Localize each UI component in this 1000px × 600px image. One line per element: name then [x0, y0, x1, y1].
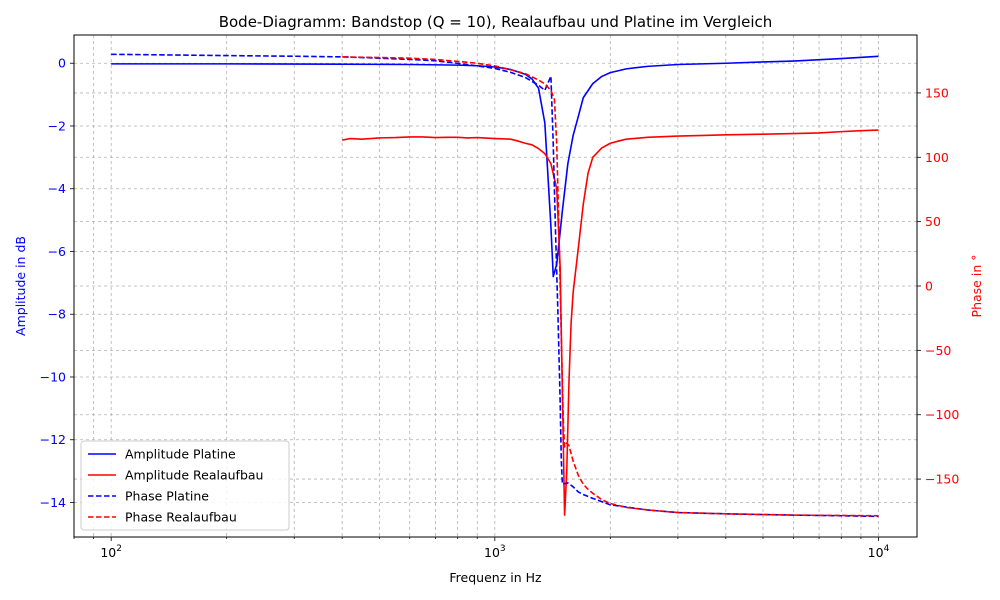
y-axis-left-label: Amplitude in dB [13, 236, 28, 336]
legend-box [80, 440, 290, 531]
x-tick-label: 103 [484, 544, 506, 560]
series-line-phase-platine [111, 53, 879, 518]
x-axis-label: Frequenz in Hz [449, 570, 542, 585]
y-left-tick-label: −14 [40, 495, 66, 510]
y-right-tick-label: 100 [925, 150, 949, 165]
series-line-amplitude-platine [111, 55, 879, 278]
y-right-tick-label: −100 [925, 407, 959, 422]
legend-label: Amplitude Realaufbau [125, 468, 263, 483]
legend-label: Amplitude Platine [125, 447, 236, 462]
x-axis: 102 103 104 [73, 537, 890, 560]
y-axis-right: 150 100 50 0 −50 −100 −150 [917, 85, 959, 487]
y-axis-left: 0 −2 −4 −6 −8 −10 −12 −14 [40, 56, 74, 510]
y-right-tick-label: 150 [925, 85, 949, 100]
y-left-tick-label: −6 [48, 244, 66, 259]
y-right-tick-label: −50 [925, 343, 951, 358]
x-tick-label: 104 [868, 544, 890, 560]
legend-label: Phase Realaufbau [125, 510, 237, 525]
series-layer [111, 53, 879, 518]
x-tick-label: 102 [100, 544, 122, 560]
y-left-tick-label: −12 [40, 432, 66, 447]
grid [73, 35, 917, 537]
chart-title: Bode-Diagramm: Bandstop (Q = 10), Realau… [219, 13, 773, 31]
y-left-tick-label: −10 [40, 369, 66, 384]
y-left-tick-label: 0 [58, 56, 66, 71]
y-left-tick-label: −2 [48, 118, 66, 133]
legend: Amplitude Platine Amplitude Realaufbau Pha… [80, 440, 290, 531]
series-line-amplitude-realaufbau [342, 129, 879, 516]
y-axis-right-label: Phase in ° [969, 255, 984, 318]
y-right-tick-label: −150 [925, 472, 959, 487]
legend-label: Phase Platine [125, 489, 209, 504]
y-left-tick-label: −8 [48, 307, 66, 322]
y-right-tick-label: 0 [925, 279, 933, 294]
y-right-tick-label: 50 [925, 214, 941, 229]
series-line-phase-realaufbau [342, 56, 879, 517]
y-left-tick-label: −4 [48, 181, 66, 196]
